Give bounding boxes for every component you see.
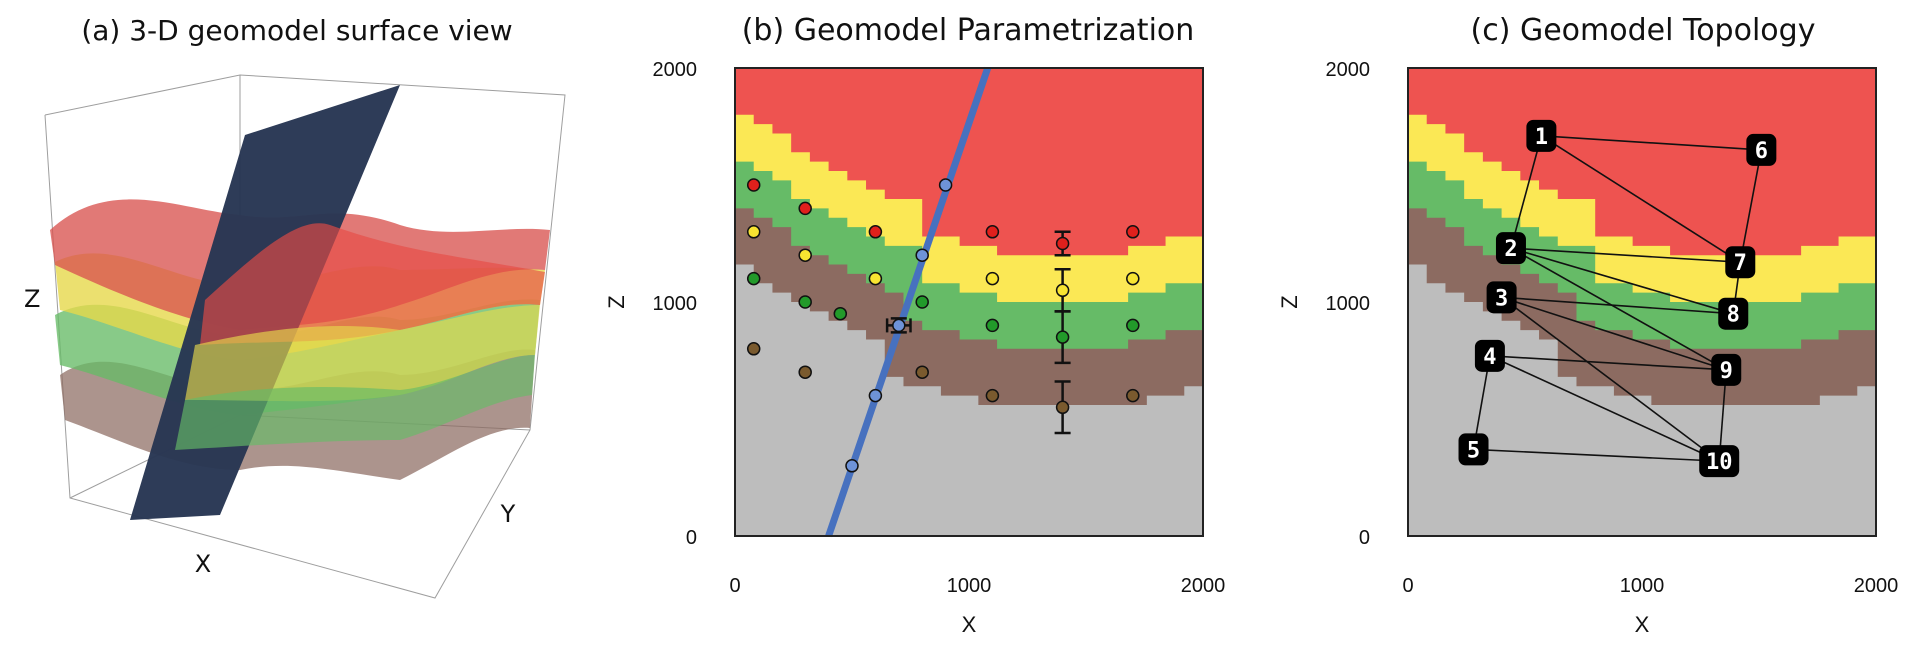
z-axis-label: Z	[24, 285, 40, 313]
x-tick: 1000	[947, 575, 992, 597]
panel-c-topology: (c) Geomodel Topology 1 2 3 4 5 6 7 8 9 10 2000 1…	[1277, 13, 1898, 637]
data-point-green	[915, 295, 929, 309]
data-point-red	[985, 225, 1000, 239]
layer-red	[1408, 68, 1876, 256]
panel-a-title: (a) 3-D geomodel surface view	[81, 14, 512, 47]
topology-node-label: 8	[1727, 303, 1740, 328]
data-point-green	[798, 295, 812, 309]
y-tick: 1000	[653, 293, 698, 315]
data-point-red	[1126, 225, 1140, 239]
topology-node	[1699, 445, 1740, 478]
topology-node-label: 5	[1467, 438, 1480, 463]
x-tick: 1000	[1620, 575, 1665, 597]
data-point-brown	[915, 365, 929, 379]
data-point-fault	[938, 178, 953, 192]
x-tick: 0	[729, 575, 740, 597]
topology-node-label: 3	[1495, 286, 1508, 311]
topology-node	[1746, 133, 1777, 166]
topology-edge	[1541, 135, 1762, 151]
topology-node-label: 4	[1483, 345, 1496, 370]
y-axis-label: Z	[604, 295, 629, 308]
topology-edge	[1501, 296, 1734, 315]
topology-edge	[1473, 448, 1720, 462]
y-tick: 1000	[1326, 293, 1371, 315]
data-point-brown	[1126, 388, 1140, 403]
data-point-brown	[798, 365, 812, 379]
data-point-green	[833, 306, 848, 321]
data-point-red	[798, 201, 812, 216]
topology-node-label: 2	[1504, 237, 1517, 262]
data-point-red	[746, 178, 761, 192]
topology-node	[1458, 433, 1489, 466]
panel-b-frame	[734, 67, 1204, 537]
x-tick: 2000	[1854, 575, 1899, 597]
topology-node	[1526, 119, 1557, 152]
y-axis-label: Z	[1277, 295, 1302, 308]
x-axis-label: X	[1635, 612, 1650, 637]
topology-node	[1486, 281, 1517, 314]
data-point-brown	[746, 342, 761, 356]
panel-c-title: (c) Geomodel Topology	[1471, 13, 1816, 48]
data-point-fault	[868, 388, 883, 403]
data-point-green	[1126, 318, 1140, 333]
topology-edge	[1510, 135, 1543, 249]
layer-red	[735, 68, 1203, 256]
topology-node-label: 9	[1720, 359, 1733, 384]
topology-node-label: 7	[1734, 251, 1747, 276]
y-tick: 2000	[653, 59, 698, 81]
data-point-red	[1055, 236, 1070, 251]
topology-node	[1495, 232, 1526, 265]
surfaces-front	[175, 223, 545, 450]
topology-edge	[1739, 149, 1763, 263]
data-point-fault	[892, 318, 906, 333]
y-tick: 2000	[1326, 59, 1371, 81]
data-point-brown	[985, 388, 1000, 403]
panel-b-parametrization: (b) Geomodel Parametrization 2000 1000 0…	[604, 13, 1225, 637]
topology-node	[1725, 246, 1756, 279]
topology-edge	[1501, 296, 1727, 371]
y-tick: 0	[686, 527, 697, 549]
x-tick: 2000	[1181, 575, 1226, 597]
topology-node-label: 6	[1755, 139, 1768, 164]
panel-b-title: (b) Geomodel Parametrization	[742, 13, 1195, 48]
data-point-brown	[1055, 400, 1070, 415]
data-point-yellow	[985, 271, 1000, 286]
y-tick: 0	[1359, 527, 1370, 549]
panel-b-plot-area	[735, 66, 1203, 538]
x-axis-label: X	[962, 612, 977, 637]
topology-edge	[1510, 247, 1741, 264]
data-point-green	[1055, 330, 1070, 344]
topology-edge	[1489, 355, 1727, 371]
data-point-fault	[915, 248, 929, 262]
y-axis-label: Y	[500, 500, 516, 528]
topology-edge	[1540, 135, 1741, 263]
x-axis-label: X	[195, 550, 211, 578]
panel-c-plot-area: 1 2 3 4 5 6 7 8 9 10	[1408, 68, 1876, 536]
topology-edge	[1489, 355, 1720, 462]
topology-node	[1718, 297, 1749, 330]
panel-a-3d-view: (a) 3-D geomodel surface view	[24, 14, 566, 599]
data-point-red	[868, 225, 883, 239]
data-point-yellow	[1055, 283, 1070, 298]
data-point-green	[746, 271, 761, 286]
data-point-yellow	[798, 248, 812, 262]
topology-edge	[1501, 296, 1720, 462]
data-point-fault	[845, 459, 859, 473]
panel-c-frame	[1407, 67, 1877, 537]
fault-line	[825, 66, 992, 538]
topology-node	[1474, 339, 1505, 372]
data-point-yellow	[1126, 271, 1140, 286]
data-point-yellow	[868, 271, 883, 286]
data-point-green	[985, 318, 1000, 333]
topology-edge	[1510, 247, 1727, 371]
x-tick: 0	[1402, 575, 1413, 597]
topology-edge	[1510, 247, 1734, 315]
topology-node	[1711, 353, 1742, 386]
data-point-yellow	[746, 225, 761, 239]
topology-node-label: 1	[1535, 125, 1548, 150]
topology-node-label: 10	[1706, 450, 1733, 475]
